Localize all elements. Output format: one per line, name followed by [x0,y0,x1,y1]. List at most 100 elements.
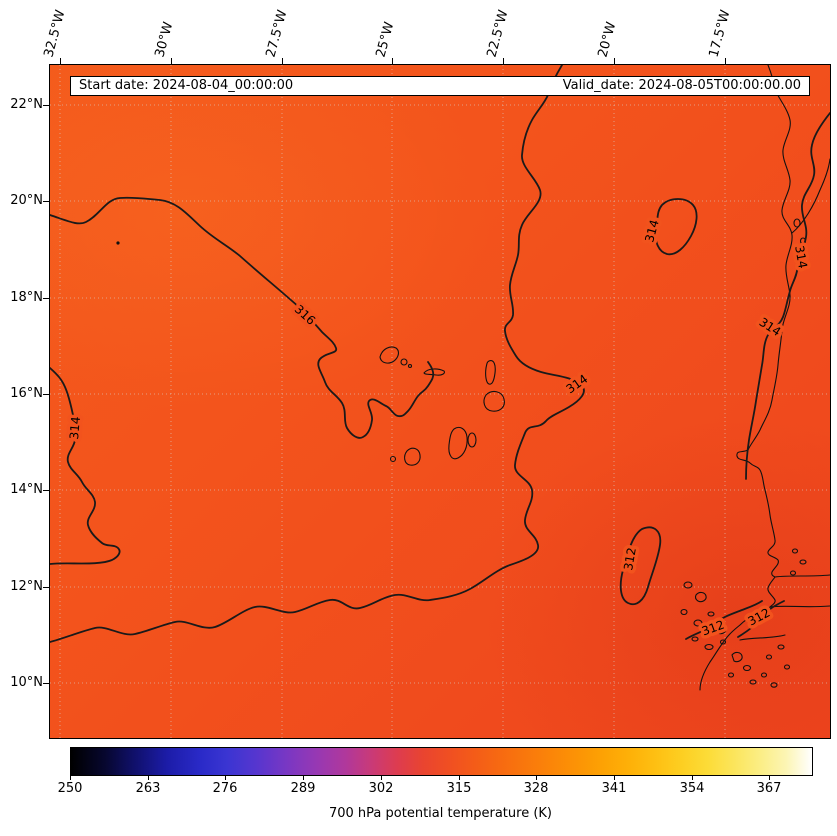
contour-314-left [50,367,121,565]
colorbar-tick-label: 276 [212,781,238,796]
colorbar-tick [225,776,226,780]
islet [765,654,773,660]
lat-tick-label: 18°N [10,290,43,305]
islet [715,623,727,635]
colorbar-tick [614,776,615,780]
island-boa-vista [483,390,505,412]
river-senegal [791,158,830,234]
coastlines [379,65,830,691]
start-date-text: Start date: 2024-08-04_00:00:00 [79,78,294,93]
island-santiago [448,426,468,460]
colorbar-tick-label: 289 [290,781,316,796]
colorbar-tick [70,776,71,780]
colorbar-tick [536,776,537,780]
contour-label-312: 312 [700,618,726,639]
valid-date-text: Valid_date: 2024-08-05T00:00:00.00 [562,78,801,93]
colorbar-tick-label: 328 [523,781,549,796]
contour-label-314: 314 [564,372,591,397]
islet [742,664,752,672]
island-santo-antao [379,346,399,364]
islet [749,679,757,685]
contour-label-312: 312 [621,547,639,572]
contour-316 [50,196,435,439]
islet [799,559,807,565]
left-tick [43,105,49,106]
top-tick [282,58,283,64]
map-canvas: 316 314 314 314 314 314 312 312 312 [50,65,830,738]
lat-tick-label: 12°N [10,579,43,594]
contour-speck [116,241,120,245]
contour-label-314: 314 [642,218,661,244]
colorbar-tick-label: 263 [135,781,161,796]
contour-label-314: 314 [792,245,810,270]
islet [719,639,727,645]
islet [727,672,735,678]
contour-label-314: 314 [757,315,784,339]
island-sal [485,360,496,385]
contour-labels: 316 314 314 314 314 314 312 312 312 [64,215,814,642]
lon-tick-label: 17.5°W [706,8,734,59]
contour-312-seg-b [737,600,785,638]
lat-tick-label: 10°N [10,675,43,690]
island-sao-vicente [400,358,408,366]
colorbar-tick [381,776,382,780]
colorbar-tick-label: 354 [679,781,705,796]
islet [694,591,707,603]
island-brava [389,455,397,463]
islet [783,664,791,670]
lat-tick-label: 22°N [10,97,43,112]
islet [793,218,801,228]
colorbar-tick [692,776,693,780]
contour-314-main [50,65,585,643]
date-header: Start date: 2024-08-04_00:00:00 Valid_da… [70,76,810,96]
colorbar-title: 700 hPa potential temperature (K) [328,806,552,821]
map-panel: 316 314 314 314 314 314 312 312 312 Star… [49,64,831,739]
river-geba [739,634,786,641]
colorbar-tick-label: 367 [756,781,782,796]
left-tick [43,394,49,395]
islet [789,570,797,576]
islet [680,608,688,616]
islet [704,643,714,651]
contour-312-closed [619,526,662,606]
top-tick [171,58,172,64]
lat-tick-label: 20°N [10,193,43,208]
colorbar-tick [148,776,149,780]
contour-314-right [745,112,830,480]
islet [791,548,799,554]
river-gambia [774,574,830,578]
colorbar-tick-label: 250 [57,781,83,796]
africa-coast [699,65,793,691]
lat-tick-label: 14°N [10,482,43,497]
contour-312-seg-a [685,600,763,640]
lon-tick-label: 30°W [152,20,177,59]
colorbar [70,747,813,776]
left-tick [43,490,49,491]
contour-label-314: 314 [67,416,83,440]
lon-tick-label: 25°W [373,20,398,59]
top-tick [614,58,615,64]
top-tick [503,58,504,64]
contour-lines [50,65,830,643]
graticule [50,65,830,738]
islet [760,672,768,678]
islet [770,682,778,688]
left-tick [43,587,49,588]
colorbar-tick-label: 302 [368,781,394,796]
top-tick [392,58,393,64]
lat-tick-label: 16°N [10,386,43,401]
colorbar-tick [303,776,304,780]
lon-tick-label: 20°W [595,20,620,59]
island-sao-nicolau [423,368,446,376]
islet [683,581,693,589]
islet [407,363,413,369]
river-casamance [769,605,830,608]
colorbar-tick [459,776,460,780]
left-tick [43,201,49,202]
colorbar-tick-label: 341 [601,781,627,796]
lon-tick-label: 32.5°W [41,8,69,59]
island-maio [467,432,477,448]
islet [691,636,699,642]
top-tick [60,58,61,64]
